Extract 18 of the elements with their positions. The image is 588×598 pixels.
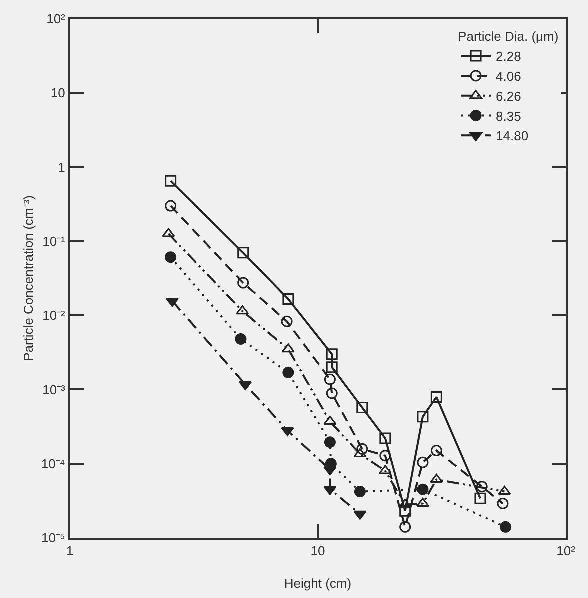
y-tick-label: 1 <box>58 160 66 175</box>
legend-label: 14.80 <box>496 128 529 144</box>
x-tick-label: 10² <box>556 544 576 559</box>
y-tick-label: 10 <box>50 86 66 101</box>
y-tick-label: 10⁻³ <box>42 382 66 398</box>
x-axis-title: Height (cm) <box>284 576 352 591</box>
y-tick-label: 10⁻² <box>42 308 66 324</box>
y-axis-title: Particle Concentration (cm⁻³) <box>21 196 36 362</box>
y-tick-label: 10⁻⁴ <box>41 456 66 472</box>
legend-label: 8.35 <box>496 108 522 124</box>
y-tick-label: 10⁻¹ <box>42 234 66 249</box>
legend-label: 4.06 <box>496 69 522 84</box>
legend-label: 2.28 <box>496 49 522 64</box>
y-tick-label: 10² <box>46 12 66 27</box>
y-tick-label: 10⁻⁵ <box>42 530 66 546</box>
legend-label: 6.26 <box>496 88 522 104</box>
legend-title: Particle Dia. (μm) <box>458 29 559 44</box>
x-tick-label: 10 <box>310 544 326 559</box>
